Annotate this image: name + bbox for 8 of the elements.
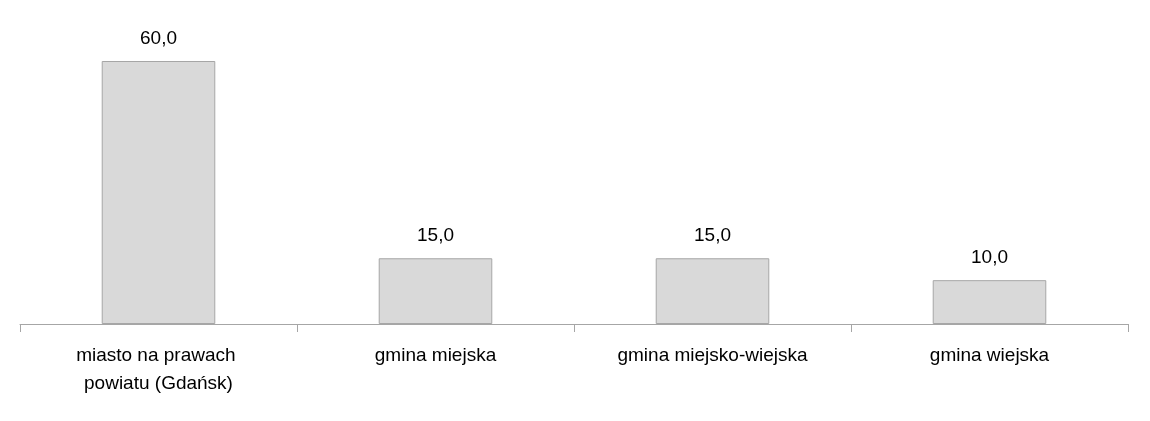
data-label: 10,0 [971, 246, 1008, 268]
x-tick-label: miasto na prawach powiatu (Gdańsk) [76, 343, 241, 393]
x-tick-label: gmina wiejska [929, 343, 1050, 365]
data-label: 15,0 [694, 224, 731, 246]
data-label: 60,0 [140, 27, 177, 48]
x-tick-label: gmina miejsko-wiejska [617, 343, 808, 365]
x-tick-label: gmina miejska [374, 343, 497, 365]
data-label: 15,0 [417, 224, 454, 246]
